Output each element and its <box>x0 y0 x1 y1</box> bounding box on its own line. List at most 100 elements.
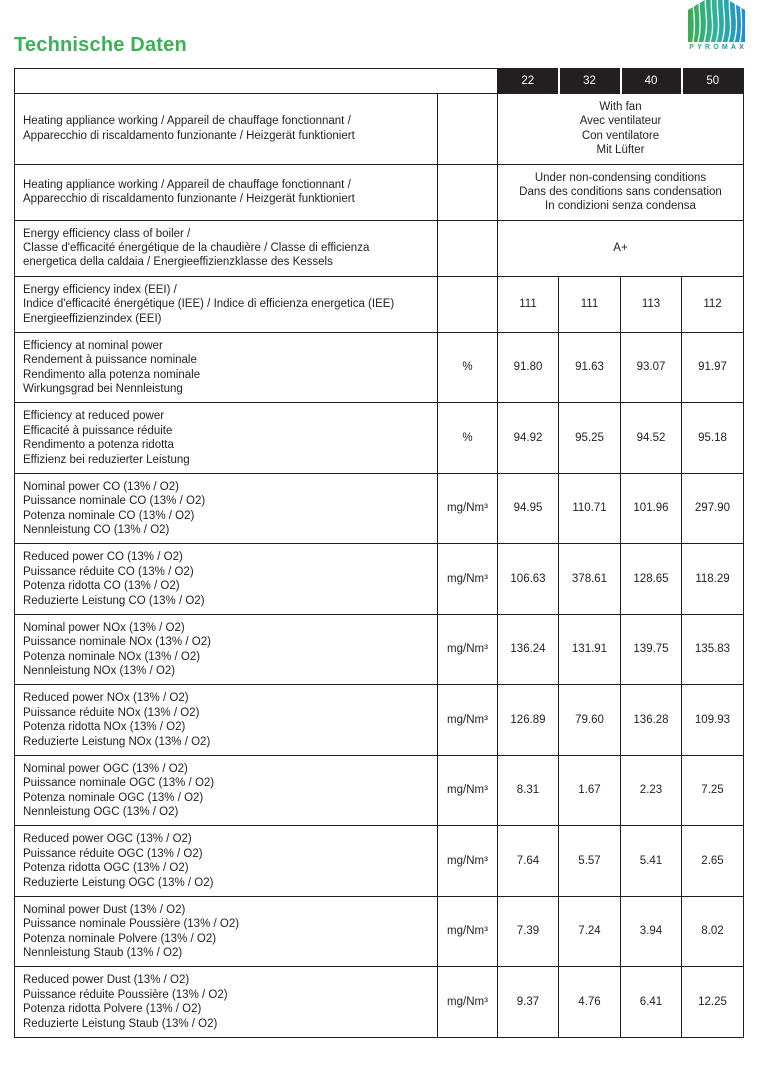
row-value: 79.60 <box>558 684 621 756</box>
row-value: 94.95 <box>497 472 559 545</box>
row-unit: % <box>437 331 498 404</box>
pyromax-house-icon <box>687 0 745 42</box>
row-value: 111 <box>497 275 559 333</box>
row-value: 5.57 <box>558 825 621 897</box>
row-value: 4.76 <box>558 966 621 1038</box>
row-value: 118.29 <box>681 543 744 615</box>
table-header-row: 22 32 40 50 <box>14 68 744 94</box>
brand-letter: R <box>704 44 714 51</box>
row-value: 2.65 <box>681 825 744 897</box>
row-value: 7.64 <box>497 825 559 897</box>
row-label: Reduced power Dust (13% / O2) Puissance r… <box>14 966 438 1038</box>
row-label: Heating appliance working / Appareil de … <box>14 163 438 221</box>
brand-letter: P <box>689 44 698 51</box>
row-label: Nominal power NOx (13% / O2) Puissance no… <box>14 613 438 686</box>
brand-letter: O <box>713 44 722 51</box>
row-value: 7.39 <box>497 895 559 968</box>
row-value: 7.25 <box>681 754 744 827</box>
row-value: 91.97 <box>681 331 744 404</box>
row-unit: mg/Nm³ <box>437 543 498 615</box>
row-value: 110.71 <box>558 472 621 545</box>
table-row: Heating appliance working / Appareil de … <box>14 93 744 165</box>
model-header-22: 22 <box>497 68 559 94</box>
row-value: 6.41 <box>620 966 682 1038</box>
table-row: Efficiency at nominal power Rendement à p… <box>14 331 744 404</box>
brand-letter: M <box>721 44 731 51</box>
page-title: Technische Daten <box>14 34 187 56</box>
row-value: 135.83 <box>681 613 744 686</box>
row-unit: mg/Nm³ <box>437 472 498 545</box>
row-unit <box>437 163 498 221</box>
table-row: Reduced power NOx (13% / O2) Puissance ré… <box>14 684 744 756</box>
row-value: 95.25 <box>558 402 621 474</box>
table-row: Energy efficiency index (EEI) / Indice d'… <box>14 275 744 333</box>
row-unit: mg/Nm³ <box>437 895 498 968</box>
row-value: 8.02 <box>681 895 744 968</box>
row-value: 109.93 <box>681 684 744 756</box>
brand-letter: A <box>730 44 740 51</box>
row-value: 9.37 <box>497 966 559 1038</box>
row-unit <box>437 275 498 333</box>
row-span-value: Under non-condensing conditions Dans des … <box>497 163 744 221</box>
table-row: Efficiency at reduced power Efficacité à … <box>14 402 744 474</box>
row-unit: mg/Nm³ <box>437 825 498 897</box>
row-value: 12.25 <box>681 966 744 1038</box>
table-row: Nominal power OGC (13% / O2) Puissance no… <box>14 754 744 827</box>
row-value: 131.91 <box>558 613 621 686</box>
row-label: Nominal power OGC (13% / O2) Puissance no… <box>14 754 438 827</box>
table-row: Reduced power CO (13% / O2) Puissance réd… <box>14 543 744 615</box>
brand-letter: Y <box>697 44 705 51</box>
row-label: Energy efficiency index (EEI) / Indice d'… <box>14 275 438 333</box>
row-value: 2.23 <box>620 754 682 827</box>
row-value: 136.28 <box>620 684 682 756</box>
row-value: 1.67 <box>558 754 621 827</box>
table-row: Reduced power Dust (13% / O2) Puissance r… <box>14 966 744 1038</box>
row-label: Efficiency at reduced power Efficacité à … <box>14 402 438 474</box>
row-unit: mg/Nm³ <box>437 613 498 686</box>
row-value: 94.52 <box>620 402 682 474</box>
row-unit: mg/Nm³ <box>437 966 498 1038</box>
pyromax-logo: PYROMAX <box>686 0 746 51</box>
row-label: Reduced power NOx (13% / O2) Puissance ré… <box>14 684 438 756</box>
row-value: 126.89 <box>497 684 559 756</box>
row-label: Heating appliance working / Appareil de … <box>14 93 438 165</box>
table-row: Nominal power NOx (13% / O2) Puissance no… <box>14 613 744 686</box>
model-header-50: 50 <box>680 68 744 94</box>
row-span-value: With fan Avec ventilateur Con ventilatore M… <box>497 93 744 165</box>
row-value: 8.31 <box>497 754 559 827</box>
table-row: Energy efficiency class of boiler / Class… <box>14 219 744 277</box>
table-row: Nominal power CO (13% / O2) Puissance nom… <box>14 472 744 545</box>
row-label: Reduced power OGC (13% / O2) Puissance ré… <box>14 825 438 897</box>
row-value: 93.07 <box>620 331 682 404</box>
row-label: Nominal power Dust (13% / O2) Puissance n… <box>14 895 438 968</box>
row-value: 95.18 <box>681 402 744 474</box>
row-unit: mg/Nm³ <box>437 754 498 827</box>
row-value: 113 <box>620 275 682 333</box>
row-value: 7.24 <box>558 895 621 968</box>
tech-table: 22 32 40 50 Heating appliance working / App… <box>14 68 744 1038</box>
row-value: 378.61 <box>558 543 621 615</box>
row-value: 112 <box>681 275 744 333</box>
row-value: 111 <box>558 275 621 333</box>
row-label: Nominal power CO (13% / O2) Puissance nom… <box>14 472 438 545</box>
table-body: Heating appliance working / Appareil de … <box>14 93 744 1038</box>
table-row: Heating appliance working / Appareil de … <box>14 163 744 221</box>
row-value: 91.63 <box>558 331 621 404</box>
row-value: 94.92 <box>497 402 559 474</box>
row-label: Energy efficiency class of boiler / Class… <box>14 219 438 277</box>
row-unit: % <box>437 402 498 474</box>
row-label: Efficiency at nominal power Rendement à p… <box>14 331 438 404</box>
row-value: 106.63 <box>497 543 559 615</box>
row-unit <box>437 93 498 165</box>
row-value: 297.90 <box>681 472 744 545</box>
header-empty-cell <box>14 68 498 94</box>
row-label: Reduced power CO (13% / O2) Puissance réd… <box>14 543 438 615</box>
table-row: Nominal power Dust (13% / O2) Puissance n… <box>14 895 744 968</box>
brand-letter: X <box>739 44 748 51</box>
row-value: 101.96 <box>620 472 682 545</box>
row-value: 128.65 <box>620 543 682 615</box>
row-value: 91.80 <box>497 331 559 404</box>
table-row: Reduced power OGC (13% / O2) Puissance ré… <box>14 825 744 897</box>
model-header-32: 32 <box>557 68 621 94</box>
brand-wordmark: PYROMAX <box>686 44 746 51</box>
